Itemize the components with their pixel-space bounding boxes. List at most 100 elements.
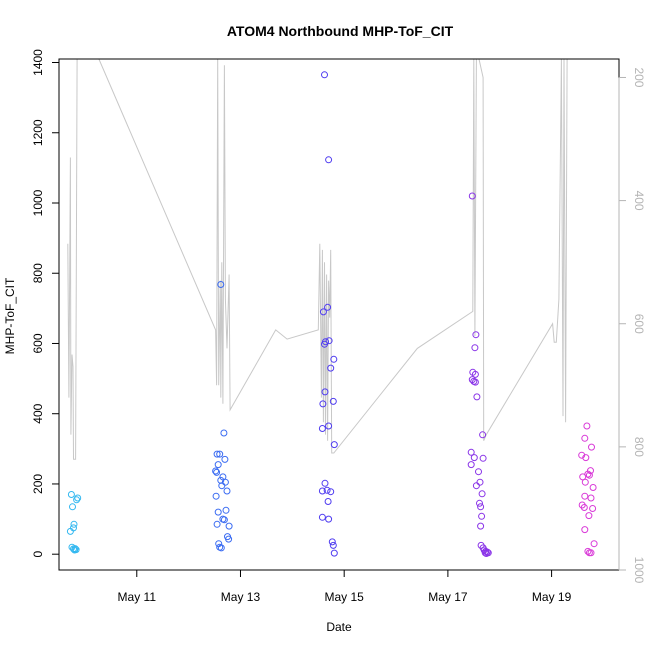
data-point	[325, 422, 333, 430]
series-4	[467, 192, 492, 557]
data-point	[589, 484, 597, 491]
y-axis: 0 200 400 600 800 1000 1200 1400	[31, 49, 60, 558]
data-point	[72, 546, 80, 554]
data-point	[321, 479, 329, 487]
data-point	[325, 156, 333, 164]
data-point	[213, 468, 221, 476]
data-point	[590, 540, 598, 548]
data-point	[321, 340, 328, 348]
data-point	[318, 425, 326, 432]
data-point	[217, 281, 225, 288]
data-point	[324, 498, 332, 505]
data-point	[477, 503, 485, 511]
data-point	[319, 308, 327, 316]
data-point	[471, 378, 479, 386]
data-point	[327, 488, 335, 496]
plot-frame	[58, 58, 620, 571]
chart-title: ATOM4 Northbound MHP-ToF_CIT	[227, 23, 454, 39]
x-tick-label: May 15	[325, 590, 365, 604]
data-point	[589, 505, 597, 512]
data-point	[225, 535, 233, 543]
x-tick-label: May 19	[532, 590, 572, 604]
data-point	[214, 461, 222, 469]
data-point	[478, 490, 486, 498]
data-point	[330, 441, 338, 449]
data-point	[583, 422, 591, 430]
data-point	[581, 526, 589, 534]
data-point	[585, 471, 593, 479]
data-point	[69, 503, 76, 511]
y-tick-label: 800	[31, 263, 45, 283]
data-point	[330, 549, 338, 557]
data-point	[321, 388, 329, 396]
y-tick-label: 1000	[31, 189, 45, 216]
y-tick-label: 1400	[31, 49, 45, 76]
right-tick-label: 400	[632, 191, 646, 211]
data-point	[66, 527, 74, 535]
data-point	[584, 470, 592, 478]
data-point	[214, 508, 222, 516]
data-point	[221, 455, 229, 463]
overlay-line-layer	[67, 59, 568, 460]
data-point	[588, 443, 595, 451]
series-3	[318, 71, 338, 557]
data-point	[327, 364, 335, 372]
data-point	[472, 331, 480, 339]
data-point	[479, 431, 487, 439]
data-point	[70, 520, 78, 528]
data-point	[225, 522, 233, 530]
data-point	[217, 544, 225, 552]
data-point	[221, 478, 229, 486]
data-point	[213, 520, 221, 528]
data-point	[329, 397, 337, 405]
data-point	[330, 355, 338, 363]
x-axis: May 11 May 13 May 15 May 17 May 19	[118, 569, 572, 604]
data-point	[329, 541, 337, 549]
x-tick-label: May 17	[428, 590, 468, 604]
right-tick-label: 1000	[632, 557, 646, 584]
x-tick-label: May 13	[221, 590, 261, 604]
points-layer	[66, 71, 598, 557]
data-point	[476, 478, 484, 486]
data-point	[220, 516, 228, 524]
data-point	[212, 467, 220, 475]
data-point	[220, 429, 228, 437]
data-point	[324, 303, 332, 311]
data-point	[587, 494, 595, 502]
data-point	[325, 337, 333, 345]
data-point	[475, 468, 482, 476]
data-point	[216, 450, 224, 458]
data-point	[581, 478, 589, 486]
data-point	[67, 491, 75, 498]
data-point	[74, 494, 82, 502]
data-point	[482, 550, 490, 557]
series-1	[66, 491, 82, 554]
series-2	[212, 281, 233, 552]
data-point	[321, 71, 328, 79]
overlay-line	[67, 59, 568, 460]
x-axis-label: Date	[326, 620, 352, 634]
right-tick-label: 200	[632, 67, 646, 87]
data-point	[71, 545, 79, 553]
y-tick-label: 400	[31, 403, 45, 423]
data-point	[581, 492, 589, 500]
data-point	[468, 192, 476, 200]
data-point	[478, 512, 486, 520]
data-point	[223, 487, 231, 495]
data-point	[477, 522, 485, 530]
x-tick-label: May 11	[118, 590, 157, 604]
data-point	[470, 454, 478, 462]
y-axis-label: MHP-ToF_CIT	[3, 277, 17, 354]
data-point	[471, 370, 479, 378]
data-point	[471, 344, 479, 352]
data-point	[467, 448, 475, 456]
right-tick-label: 800	[632, 437, 646, 457]
y-tick-label: 200	[31, 474, 45, 494]
data-point	[476, 499, 483, 507]
data-point	[318, 513, 326, 521]
data-point	[481, 549, 489, 557]
data-point	[580, 504, 588, 511]
data-point	[472, 482, 480, 490]
data-point	[212, 492, 220, 500]
